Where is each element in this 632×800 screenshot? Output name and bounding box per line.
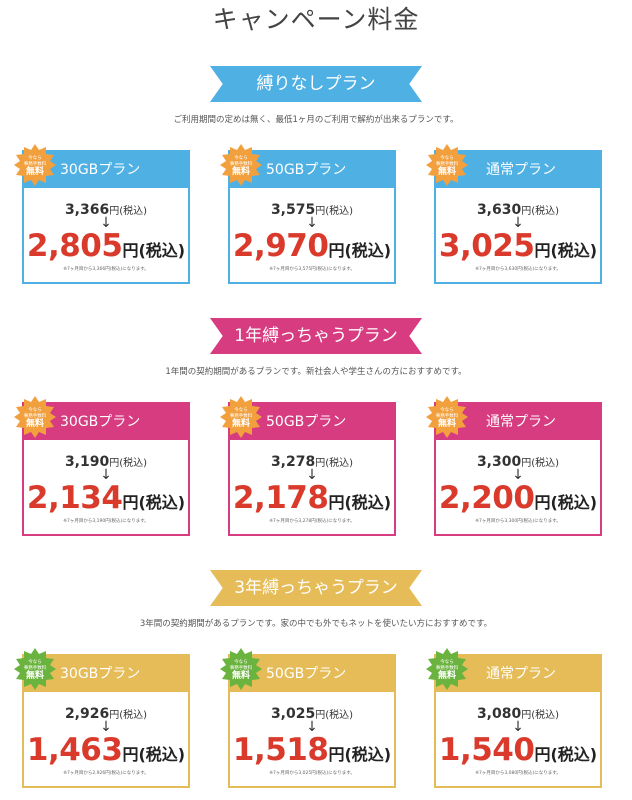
down-arrow-icon: ↓ [306,467,318,483]
price-note: ※7ヶ月目から3,025円(税込)になります。 [269,771,355,776]
plan-card-30gb[interactable]: 今なら 事務手数料 無料 30GBプラン 3,190円(税込) ↓ 2,134円(… [14,396,190,536]
down-arrow-icon: ↓ [100,719,112,735]
price-note: ※7ヶ月目から3,575円(税込)になります。 [269,267,355,272]
section-banner: 1年縛っちゃうプラン [210,318,422,354]
campaign-price: 1,518円(税込) [232,732,392,768]
free-fee-badge: 今なら 事務手数料 無料 [426,396,468,438]
plan-card-standard[interactable]: 今なら 事務手数料 無料 通常プラン 3,300円(税込) ↓ 2,200円(税込… [426,396,602,536]
down-arrow-icon: ↓ [306,719,318,735]
down-arrow-icon: ↓ [512,215,524,231]
campaign-price: 3,025円(税込) [438,228,598,264]
plan-card-30gb[interactable]: 今なら 事務手数料 無料 30GBプラン 2,926円(税込) ↓ 1,463円(… [14,648,190,788]
down-arrow-icon: ↓ [306,215,318,231]
free-fee-badge: 今なら 事務手数料 無料 [14,648,56,690]
price-note: ※7ヶ月目から3,080円(税込)になります。 [475,771,561,776]
section-1year-contract: 1年縛っちゃうプラン 1年間の契約期間があるプランです。新社会人や学生さんの方に… [0,318,632,548]
section-3year-contract: 3年縛っちゃうプラン 3年間の契約期間があるプランです。家の中でも外でもネットを… [0,570,632,800]
campaign-price: 2,805円(税込) [26,228,186,264]
badge-line1: 今なら [28,156,42,161]
section-banner: 3年縛っちゃうプラン [210,570,422,606]
plan-card-standard[interactable]: 今なら 事務手数料 無料 通常プラン 3,630円(税込) ↓ 3,025円(税込… [426,144,602,284]
regular-price: 3,190円(税込) [64,454,148,470]
price-note: ※7ヶ月目から3,190円(税込)になります。 [63,519,149,524]
free-fee-badge: 今なら 事務手数料 無料 [220,396,262,438]
regular-price: 3,080円(税込) [476,706,560,722]
regular-price: 3,366円(税込) [64,202,148,218]
campaign-price: 2,178円(税込) [232,480,392,516]
plan-card-30gb[interactable]: 今なら 事務手数料 無料 30GBプラン 3,366円(税込) ↓ 2,805円(… [14,144,190,284]
regular-price: 3,575円(税込) [270,202,354,218]
plan-card-50gb[interactable]: 今なら 事務手数料 無料 50GBプラン 3,575円(税込) ↓ 2,970円(… [220,144,396,284]
price-note: ※7ヶ月目から3,366円(税込)になります。 [63,267,149,272]
regular-price: 3,278円(税込) [270,454,354,470]
free-fee-badge: 今なら 事務手数料 無料 [220,648,262,690]
down-arrow-icon: ↓ [512,467,524,483]
section-description: ご利用期間の定めは無く、最低1ヶ月のご利用で解約が出来るプランです。 [173,115,459,125]
down-arrow-icon: ↓ [100,467,112,483]
free-fee-badge: 今なら 事務手数料 無料 [426,648,468,690]
plan-name: 通常プラン [436,152,600,188]
campaign-price: 2,200円(税込) [438,480,598,516]
price-note: ※7ヶ月目から3,300円(税込)になります。 [475,519,561,524]
free-fee-badge: 今なら 事務手数料 無料 [14,396,56,438]
section-banner: 縛りなしプラン [210,66,422,102]
price-note: ※7ヶ月目から3,630円(税込)になります。 [475,267,561,272]
plan-name: 50GBプラン [230,656,394,692]
price-note: ※7ヶ月目から2,926円(税込)になります。 [63,771,149,776]
free-fee-badge: 今なら 事務手数料 無料 [14,144,56,186]
plan-card-50gb[interactable]: 今なら 事務手数料 無料 50GBプラン 3,278円(税込) ↓ 2,178円(… [220,396,396,536]
section-no-contract: 縛りなしプラン ご利用期間の定めは無く、最低1ヶ月のご利用で解約が出来るプランで… [0,66,632,296]
page-title: キャンペーン料金 [212,5,420,34]
badge-line2: 事務手数料 [23,161,47,167]
section-description: 3年間の契約期間があるプランです。家の中でも外でもネットを使いたい方におすすめで… [139,619,493,629]
down-arrow-icon: ↓ [100,215,112,231]
regular-price: 3,300円(税込) [476,454,560,470]
campaign-price: 1,463円(税込) [26,732,186,768]
price-note: ※7ヶ月目から3,278円(税込)になります。 [269,519,355,524]
campaign-price: 2,134円(税込) [26,480,186,516]
regular-price: 3,630円(税込) [476,202,560,218]
section-description: 1年間の契約期間があるプランです。新社会人や学生さんの方におすすめです。 [165,367,467,377]
plan-name: 50GBプラン [230,152,394,188]
free-fee-badge: 今なら 事務手数料 無料 [426,144,468,186]
plan-card-standard[interactable]: 今なら 事務手数料 無料 通常プラン 3,080円(税込) ↓ 1,540円(税込… [426,648,602,788]
campaign-price: 1,540円(税込) [438,732,598,768]
plan-name: 30GBプラン [24,404,188,440]
campaign-price: 2,970円(税込) [232,228,392,264]
regular-price: 2,926円(税込) [64,706,148,722]
down-arrow-icon: ↓ [512,719,524,735]
badge-free: 無料 [25,167,44,177]
plan-card-50gb[interactable]: 今なら 事務手数料 無料 50GBプラン 3,025円(税込) ↓ 1,518円(… [220,648,396,788]
regular-price: 3,025円(税込) [270,706,354,722]
plan-name: 30GBプラン [24,152,188,188]
free-fee-badge: 今なら 事務手数料 無料 [220,144,262,186]
